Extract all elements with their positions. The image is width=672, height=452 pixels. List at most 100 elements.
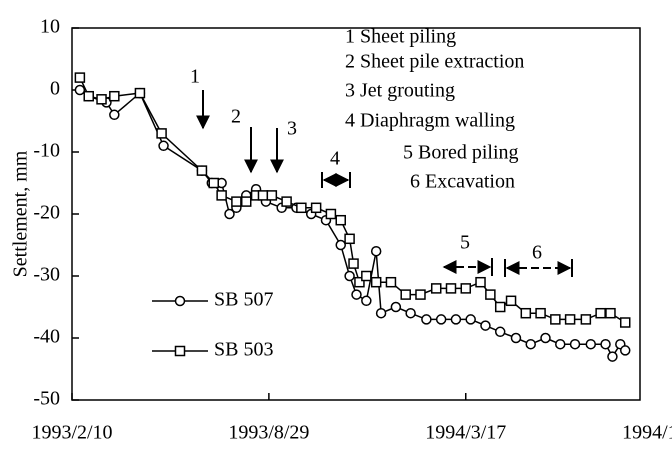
point [520,307,532,319]
point [109,90,120,102]
point [540,332,551,344]
point [325,208,337,220]
point [74,72,86,83]
stage-label: 4 [330,148,340,170]
point [485,289,496,300]
x-tick-label: 1993/2/10 [31,422,112,444]
y-tick-label: -50 [33,388,60,410]
point [445,283,457,294]
stage-label: 2 [231,106,241,128]
point [450,314,462,325]
point [344,233,355,245]
series [74,84,631,362]
annotation: 4 Diaphragm walling [345,110,515,132]
point [400,289,411,300]
legend-label: SB 503 [214,339,273,361]
point [619,317,631,328]
annotation: 6 Excavation [410,171,515,193]
legend-label: SB 507 [214,289,273,311]
legend-marker [174,345,186,357]
point [370,276,382,288]
point [335,214,346,226]
point [310,202,322,214]
point [216,190,227,201]
point [475,276,486,288]
y-axis-label: Settlement, mm [10,150,32,277]
point [240,196,252,207]
point [375,307,387,319]
point [550,314,561,325]
stage-label: 5 [460,232,470,254]
series [74,72,631,328]
y-tick-label: -30 [33,264,60,286]
point [494,326,506,338]
point [607,351,618,362]
y-tick-label: -40 [33,326,60,348]
point [156,128,167,139]
point [415,289,426,300]
point [344,270,355,282]
point [390,301,402,313]
point [385,276,397,288]
x-tick-label: 1994/3/17 [425,422,506,444]
point [109,109,120,121]
point [335,239,346,251]
point [231,196,242,207]
point [569,338,581,350]
annotation: 2 Sheet pile extraction [345,51,524,73]
point [480,320,491,331]
point [96,94,107,105]
x-tick-label: 1993/8/29 [228,422,309,444]
y-tick-label: 0 [50,78,60,100]
y-tick-label: -20 [33,202,60,224]
annotation: 3 Jet grouting [345,80,455,102]
point [281,196,292,207]
point [465,314,476,325]
stage-label: 1 [190,66,200,88]
y-tick-label: 10 [40,16,60,38]
point [158,140,169,152]
point [505,295,517,307]
point [370,245,382,257]
stage-label: 3 [287,118,297,140]
point [296,202,307,214]
point [605,307,616,319]
point [208,177,220,189]
y-tick-label: -10 [33,140,60,162]
point [224,208,235,220]
point [361,270,372,282]
point [600,338,611,350]
point [196,165,208,176]
point [257,190,269,201]
point [555,338,566,350]
point [580,314,592,325]
point [83,90,94,102]
point [74,84,86,96]
x-tick-label: 1994/10/3 [622,422,672,444]
annotations: 1 Sheet piling 2 Sheet pile extraction 3… [345,26,524,193]
legend-marker [174,295,186,307]
point [435,314,447,325]
point [405,307,416,319]
point [585,338,597,350]
point [421,314,432,325]
point [351,289,362,300]
point [354,276,365,288]
point [494,301,506,313]
annotation: 5 Bored piling [403,142,519,164]
point [460,283,472,294]
stage-markers: 1 2 3 4 5 6 [190,66,573,277]
point [595,307,606,319]
annotation: 1 Sheet piling [345,26,456,48]
point [430,283,442,294]
point [525,338,536,350]
legend: SB 507 SB 503 [152,289,273,361]
point [510,332,522,344]
point [134,87,146,99]
point [564,314,576,325]
stage-label: 6 [532,242,542,264]
point [619,345,631,356]
point [348,258,359,269]
point [535,307,546,319]
